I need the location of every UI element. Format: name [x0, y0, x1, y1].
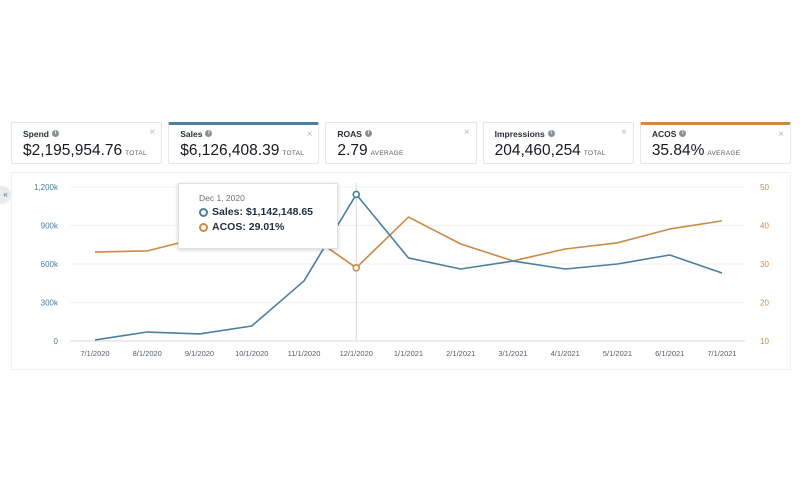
info-icon[interactable]: i — [547, 130, 555, 137]
chart-tooltip: Dec 1, 2020 Sales: $1,142,148.65 ACOS: 2… — [178, 183, 338, 249]
metric-card-acos[interactable]: ACOS i × 35.84% AVERAGE — [639, 122, 792, 164]
info-icon[interactable]: i — [679, 130, 687, 137]
info-icon[interactable]: i — [364, 130, 372, 137]
metric-card-roas[interactable]: ROAS i × 2.79 AVERAGE — [325, 122, 477, 164]
close-icon[interactable]: × — [620, 127, 627, 138]
close-icon[interactable]: × — [463, 127, 470, 138]
card-value: $6,126,408.39 — [180, 142, 280, 159]
card-value: 35.84% — [651, 142, 705, 159]
close-icon[interactable]: × — [149, 127, 156, 138]
card-value: $2,195,954.76 — [23, 142, 123, 159]
card-unit: TOTAL — [125, 150, 147, 157]
card-unit: AVERAGE — [370, 150, 404, 157]
card-unit: TOTAL — [282, 150, 305, 157]
chart-panel — [11, 172, 791, 370]
card-title: ACOS — [651, 128, 677, 139]
tooltip-row-acos: ACOS: 29.01% — [199, 221, 337, 233]
sales-legend-dot-icon — [199, 207, 208, 217]
card-unit: AVERAGE — [707, 150, 741, 157]
close-icon[interactable]: × — [306, 129, 313, 140]
card-title: ROAS — [337, 128, 362, 139]
metric-cards: Spend i × $2,195,954.76 TOTAL Sales i × $6,… — [11, 122, 792, 164]
tooltip-sales-value: Sales: $1,142,148.65 — [212, 206, 314, 218]
info-icon[interactable]: i — [205, 130, 213, 137]
card-title: Sales — [180, 128, 203, 139]
card-value: 2.79 — [337, 142, 368, 159]
metric-card-sales[interactable]: Sales i × $6,126,408.39 TOTAL — [168, 122, 320, 164]
acos-legend-dot-icon — [199, 222, 208, 232]
metric-card-impressions[interactable]: Impressions i × 204,460,254 TOTAL — [482, 122, 634, 164]
tooltip-date: Dec 1, 2020 — [199, 193, 245, 203]
metric-card-spend[interactable]: Spend i × $2,195,954.76 TOTAL — [11, 122, 163, 164]
card-title: Spend — [23, 128, 49, 139]
close-icon[interactable]: × — [778, 129, 785, 140]
card-unit: TOTAL — [583, 150, 606, 157]
info-icon[interactable]: i — [51, 130, 59, 137]
tooltip-row-sales: Sales: $1,142,148.65 — [199, 206, 337, 218]
sidebar-collapse-button[interactable]: « — [0, 186, 11, 204]
card-title: Impressions — [494, 128, 545, 139]
tooltip-acos-value: ACOS: 29.01% — [212, 221, 285, 233]
card-value: 204,460,254 — [494, 142, 581, 159]
